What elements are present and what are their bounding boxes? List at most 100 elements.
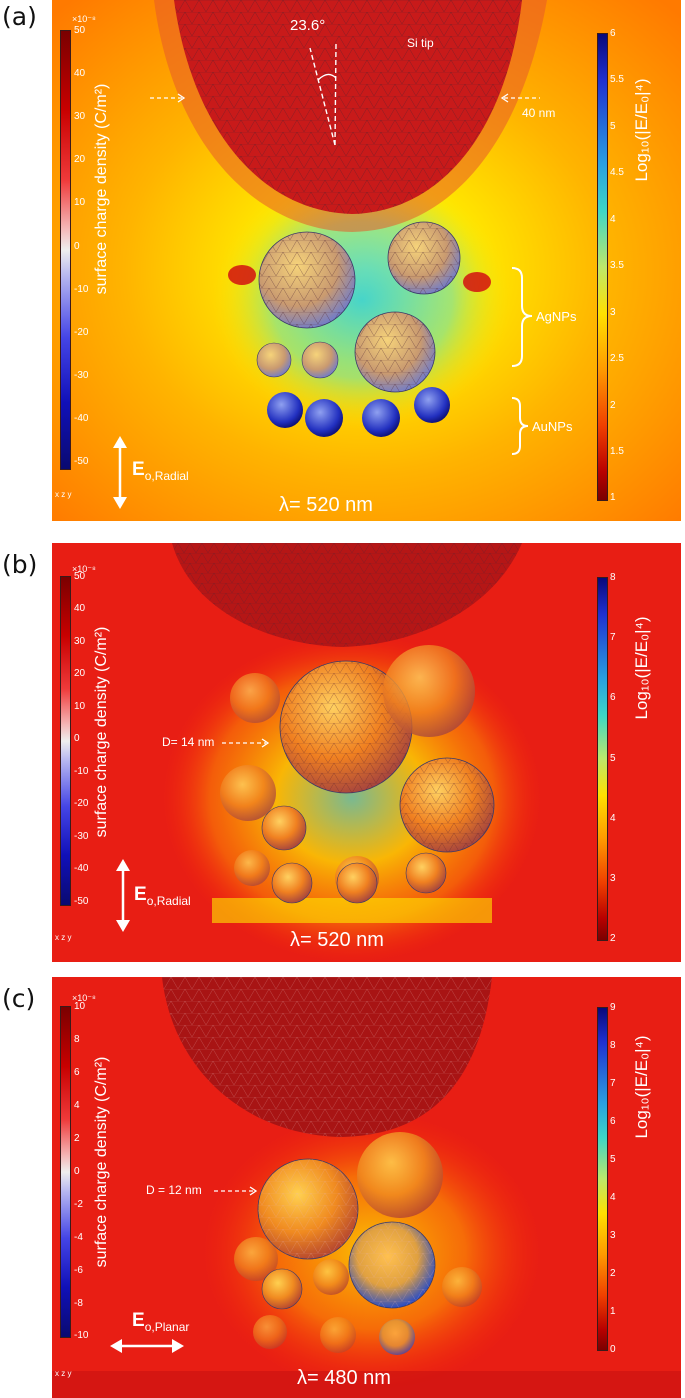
panel-a-left-tick: -40 (74, 413, 89, 424)
panel-b-field-colorbar (597, 577, 608, 941)
panel-a-arrowhead-right (500, 93, 509, 103)
panel-a-right-tick: 4 (610, 214, 616, 225)
panel-c-field-colorbar (597, 1007, 608, 1351)
panel-b-field-subscript: o,Radial (146, 893, 191, 908)
panel-a-field-symbol: E (132, 459, 145, 480)
panel-c-charge-axis-title: surface charge density (C/m²) (93, 1056, 110, 1268)
panel-b-agnp-mesh (280, 661, 412, 793)
panel-a-aunp-brace (511, 397, 529, 455)
panel-b-left-tick: -10 (74, 766, 89, 777)
panel-c-charge-colorbar (60, 1006, 71, 1338)
panel-c-diameter-label: D = 12 nm (146, 1183, 202, 1197)
panel-c-right-tick: 8 (610, 1040, 616, 1051)
panel-b: ×10⁻⁸ 50 40 30 20 10 0 -10 -20 -30 -40 -… (52, 543, 681, 962)
panel-b-right-tick: 5 (610, 753, 616, 764)
panel-c-axes-triad: x z y (55, 1369, 72, 1378)
panel-c-left-tick: -10 (74, 1330, 89, 1341)
panel-c-left-tick: 2 (74, 1133, 80, 1144)
panel-a-right-tick: 2.5 (610, 353, 624, 364)
panel-b-left-tick: 0 (74, 733, 80, 744)
panel-c-left-tick: -4 (74, 1232, 83, 1243)
panel-a-right-tick: 5 (610, 121, 616, 132)
panel-a-hotspot (463, 272, 491, 292)
panel-a-left-tick: 50 (74, 25, 86, 36)
panel-b-right-tick: 4 (610, 813, 616, 824)
panel-c-left-tick: -6 (74, 1265, 83, 1276)
panel-a-left-tick: 10 (74, 197, 86, 208)
panel-a-axes-triad: x z y (55, 490, 72, 499)
panel-c-wavelength: λ= 480 nm (297, 1367, 391, 1389)
panel-c-left-tick: 10 (74, 1001, 86, 1012)
panel-b-charge-axis-title: surface charge density (C/m²) (93, 626, 110, 838)
panel-b-left-tick: -40 (74, 863, 89, 874)
panel-a-aunp (362, 399, 400, 437)
panel-c-agnp (234, 1237, 278, 1281)
panel-c: ×10⁻⁸ 10 8 6 4 2 0 -2 -4 -6 -8 -10 surfa… (52, 977, 681, 1398)
panel-a-field-label: Eo,Radial (132, 459, 189, 483)
panel-c-right-tick: 7 (610, 1078, 616, 1089)
panel-a-agnp-mesh (388, 222, 460, 294)
panel-c-right-tick: 4 (610, 1192, 616, 1203)
panel-b-agnp-mesh (400, 758, 494, 852)
panel-a-angle-line-right (334, 43, 337, 146)
panel-b-charge-colorbar (60, 576, 71, 906)
panel-c-diameter-arrowhead (249, 1186, 258, 1196)
panel-b-aunp (271, 862, 313, 904)
panel-a-left-tick: -30 (74, 370, 89, 381)
panel-a-left-tick: 40 (74, 68, 86, 79)
panel-c-right-tick: 3 (610, 1230, 616, 1241)
panel-a-angle-arc (317, 73, 337, 81)
panel-b-left-tick: -50 (74, 896, 89, 907)
panel-b-right-tick: 2 (610, 933, 616, 944)
panel-a-wavelength: λ= 520 nm (279, 494, 373, 516)
panel-a-left-tick: -50 (74, 456, 89, 467)
panel-c-right-tick: 2 (610, 1268, 616, 1279)
panel-a-charge-colorbar (60, 30, 71, 470)
panel-a-hotspot (228, 265, 256, 285)
panel-b-aunp (336, 862, 378, 904)
panel-c-aunp (379, 1319, 415, 1355)
panel-c-charge-exponent: ×10⁻⁸ (72, 993, 96, 1003)
panel-b-label: (b) (2, 550, 38, 579)
panel-a-left-tick: 20 (74, 154, 86, 165)
panel-a-angle-label: 23.6° (290, 17, 326, 34)
panel-a-agnp-brace (511, 267, 533, 367)
panel-b-left-tick: 20 (74, 668, 86, 679)
panel-b-agnp (383, 645, 475, 737)
panel-b-left-tick: 50 (74, 571, 86, 582)
panel-a-right-tick: 6 (610, 28, 616, 39)
panel-b-field-label: Eo,Radial (134, 884, 191, 908)
panel-b-tip-mesh (172, 543, 522, 647)
panel-a-agnp (301, 341, 339, 379)
panel-c-left-tick: -8 (74, 1298, 83, 1309)
panel-b-right-tick: 6 (610, 692, 616, 703)
panel-a-angle-line-left (309, 47, 336, 146)
panel-c-field-map (52, 977, 681, 1398)
panel-a-charge-exponent: ×10⁻⁸ (72, 14, 96, 24)
panel-c-left-tick: 6 (74, 1067, 80, 1078)
panel-c-substrate (52, 1371, 681, 1398)
panel-c-agnp-mesh (258, 1159, 358, 1259)
panel-a-aunp (267, 392, 303, 428)
panel-c-right-tick: 9 (610, 1002, 616, 1013)
panel-a-right-tick: 5.5 (610, 74, 624, 85)
panel-b-left-tick: 30 (74, 636, 86, 647)
panel-b-agnp (220, 765, 276, 821)
panel-c-field-symbol: E (132, 1310, 145, 1331)
panel-c-right-tick: 1 (610, 1306, 616, 1317)
panel-a-label: (a) (2, 2, 37, 31)
panel-c-field-axis-title: Log₁₀(|E/E₀|⁴) (632, 1035, 651, 1139)
panel-a-aunp (414, 387, 450, 423)
panel-a-aunp-label: AuNPs (532, 419, 573, 434)
panel-a-tip-label: Si tip (407, 36, 434, 50)
panel-a-agnp-mesh (355, 312, 435, 392)
panel-b-field-symbol: E (134, 884, 147, 905)
panel-c-aunp (253, 1315, 287, 1349)
panel-c-field-label: Eo,Planar (132, 1310, 189, 1334)
panel-c-tip-mesh (162, 977, 492, 1137)
panel-a-agnp-mesh (259, 232, 355, 328)
panel-c-right-tick: 0 (610, 1344, 616, 1355)
panel-b-left-tick: 10 (74, 701, 86, 712)
panel-a-charge-axis-title: surface charge density (C/m²) (93, 83, 110, 295)
panel-b-aunp (405, 852, 447, 894)
